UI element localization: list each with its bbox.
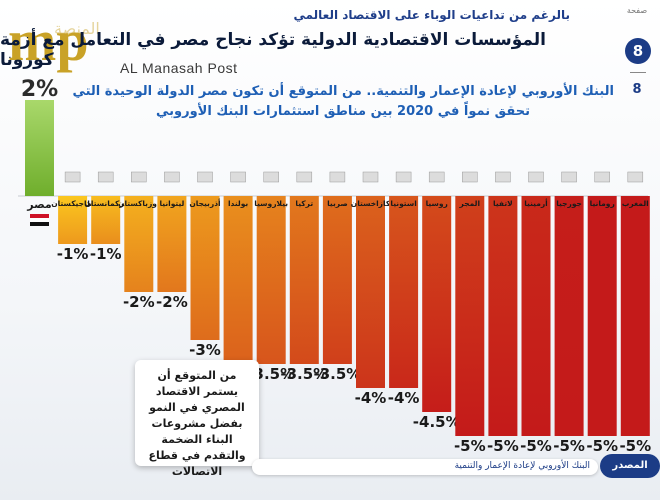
flag-turkmenistan [97, 171, 114, 183]
page-divider [630, 72, 646, 73]
bar-3 [124, 196, 154, 292]
bar-0 [25, 100, 54, 196]
bar-10 [356, 196, 385, 388]
top-note: بالرغم من تداعيات الوباء على الاقتصاد ال… [293, 8, 570, 22]
page-number-box: صفحة 8 8 [622, 6, 652, 98]
flag-lithuania [164, 171, 180, 183]
category-label-6: بولندا [228, 199, 248, 208]
flag-serbia [329, 171, 346, 183]
bar-13 [455, 196, 485, 436]
category-label-3: أوزباكستان [118, 198, 159, 208]
category-label-2: تركمانستان [84, 199, 127, 208]
svg-text:mp: mp [8, 8, 89, 73]
subtitle-line-2: تحقق نمواً في 2020 بين مناطق استثمارات ا… [155, 104, 530, 119]
category-label-14: لاتفيا [493, 199, 513, 208]
bar-17 [587, 196, 617, 436]
category-label-9: صربيا [327, 199, 348, 208]
page-title: المؤسسات الاقتصادية الدولية تؤكد نجاح مص… [0, 30, 546, 70]
value-label-2: -1% [90, 245, 122, 263]
flag-estonia [395, 171, 412, 183]
bar-15 [521, 196, 551, 436]
flag-uzbekistan [131, 171, 147, 183]
category-label-7: بيلاروسيا [254, 199, 288, 208]
note-text: من المتوقع أن يستمر الاقتصاد المصري في ا… [148, 369, 246, 478]
value-label-13: -5% [454, 437, 486, 455]
flag-kazakhstan [362, 171, 379, 183]
bar-7 [256, 196, 286, 364]
category-label-17: رومانيا [590, 199, 615, 208]
value-label-17: -5% [586, 437, 618, 455]
flag-romania [594, 171, 610, 183]
flag-armenia [528, 171, 544, 183]
flag-egypt-stripe-2 [30, 222, 49, 226]
value-label-12: -4.5% [413, 413, 461, 431]
brand-name: AL Manasah Post [120, 60, 238, 76]
value-label-9: -3.5% [313, 365, 361, 383]
category-label-0: مصر [26, 198, 52, 211]
flag-russia [428, 171, 445, 183]
flag-hungary [462, 171, 478, 183]
value-label-11: -4% [388, 389, 420, 407]
svg-text:المنصة: المنصة [54, 19, 100, 38]
category-label-18: المغرب [622, 199, 649, 208]
page-number-small: 8 [632, 82, 642, 97]
source-text: البنك الأوروبي لإعادة الإعمار والتنمية [454, 461, 590, 471]
value-label-0: 2% [21, 77, 58, 102]
flag-egypt-stripe-1 [30, 218, 49, 222]
flag-belarus [263, 171, 279, 183]
bar-6 [223, 196, 253, 364]
value-label-8: -3.5% [280, 365, 328, 383]
source-badge: المصدر [600, 454, 660, 478]
value-label-1: -1% [57, 245, 89, 263]
subtitle-line-1: البنك الأوروبي لإعادة الإعمار والتنمية..… [72, 84, 614, 99]
category-label-5: أذربيجان [189, 198, 220, 208]
flag-tajikistan [64, 171, 81, 183]
value-label-16: -5% [553, 437, 585, 455]
category-label-10: كازاخستان [351, 199, 391, 208]
category-label-13: المجر [459, 199, 481, 208]
page-number-circle: 8 [625, 38, 651, 64]
bar-1 [58, 196, 88, 244]
category-label-4: ليتوانيا [159, 199, 184, 208]
value-label-18: -5% [619, 437, 651, 455]
bar-16 [554, 196, 584, 436]
bar-8 [289, 196, 319, 364]
value-label-5: -3% [189, 341, 221, 359]
bar-18 [620, 196, 650, 436]
category-label-8: تركيا [295, 199, 313, 208]
bar-9 [322, 196, 352, 364]
flag-poland [230, 171, 246, 183]
value-label-3: -2% [123, 293, 155, 311]
bar-11 [389, 196, 419, 388]
category-label-1: طاجيكستان [51, 199, 94, 208]
value-label-10: -4% [355, 389, 387, 407]
page-label: صفحة [626, 6, 648, 15]
flag-georgia [561, 171, 577, 183]
bar-14 [488, 196, 518, 436]
source-bar: البنك الأوروبي لإعادة الإعمار والتنمية [252, 459, 598, 475]
value-label-4: -2% [156, 293, 188, 311]
note-box: من المتوقع أن يستمر الاقتصاد المصري في ا… [135, 360, 259, 478]
category-label-15: أرمينيا [524, 198, 548, 208]
bar-12 [422, 196, 452, 412]
flag-turkey [296, 171, 313, 183]
flag-egypt-stripe-0 [30, 214, 49, 218]
flag-latvia [495, 171, 511, 183]
flag-morocco [627, 171, 644, 183]
bar-4 [157, 196, 187, 292]
category-label-16: جورجيا [556, 199, 582, 208]
value-label-7: -3.5% [247, 365, 295, 383]
value-label-14: -5% [487, 437, 519, 455]
bar-2 [91, 196, 121, 244]
category-label-12: روسيا [426, 199, 448, 208]
newspaper-logo: mp المنصة [8, 8, 100, 73]
flag-azerbaijan [197, 171, 213, 183]
value-label-15: -5% [520, 437, 552, 455]
bar-5 [190, 196, 220, 340]
category-label-11: استونيا [390, 199, 416, 208]
